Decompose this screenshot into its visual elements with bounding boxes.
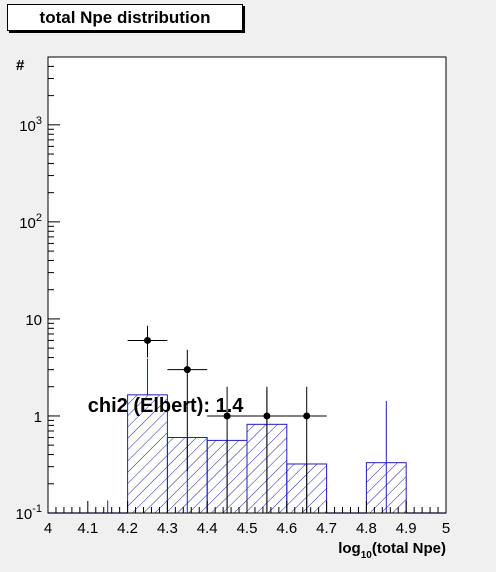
x-tick-label: 4.5 [237, 520, 258, 537]
data-point [263, 412, 271, 420]
x-tick-label: 4.2 [117, 520, 138, 537]
chart-title: total Npe distribution [7, 4, 243, 31]
data-points-layer [127, 325, 327, 513]
y-tick-label: 102 [19, 212, 42, 232]
x-axis-title: log10(total Npe) [338, 540, 446, 561]
x-tick-label: 4.1 [77, 520, 98, 537]
x-tick-label: 4 [44, 520, 52, 537]
x-tick-label: 4.3 [157, 520, 178, 537]
x-tick-label: 4.8 [356, 520, 377, 537]
x-tick-label: 4.9 [396, 520, 417, 537]
x-tick-label: 4.4 [197, 520, 218, 537]
y-tick-label: 10 [25, 312, 42, 329]
chi2-annotation: chi2 (Elbert): 1.4 [88, 395, 244, 417]
y-tick-label: 10-1 [16, 503, 42, 523]
data-point [303, 412, 311, 420]
y-tick-label: 103 [19, 115, 42, 135]
labels-layer: 4 4.1 4.2 4.3 4.4 4.5 4.6 4.7 4.8 4.9 5 10-1 1 10 102 1… [16, 57, 451, 561]
axes-layer [47, 56, 447, 514]
data-point [144, 336, 151, 344]
y-tick-label: 1 [34, 409, 42, 426]
x-tick-label: 5 [442, 520, 450, 537]
y-axis-title: # [16, 57, 25, 74]
data-point [223, 412, 231, 420]
data-point [183, 366, 191, 374]
x-tick-label: 4.6 [276, 520, 297, 537]
x-tick-label: 4.7 [316, 520, 337, 537]
